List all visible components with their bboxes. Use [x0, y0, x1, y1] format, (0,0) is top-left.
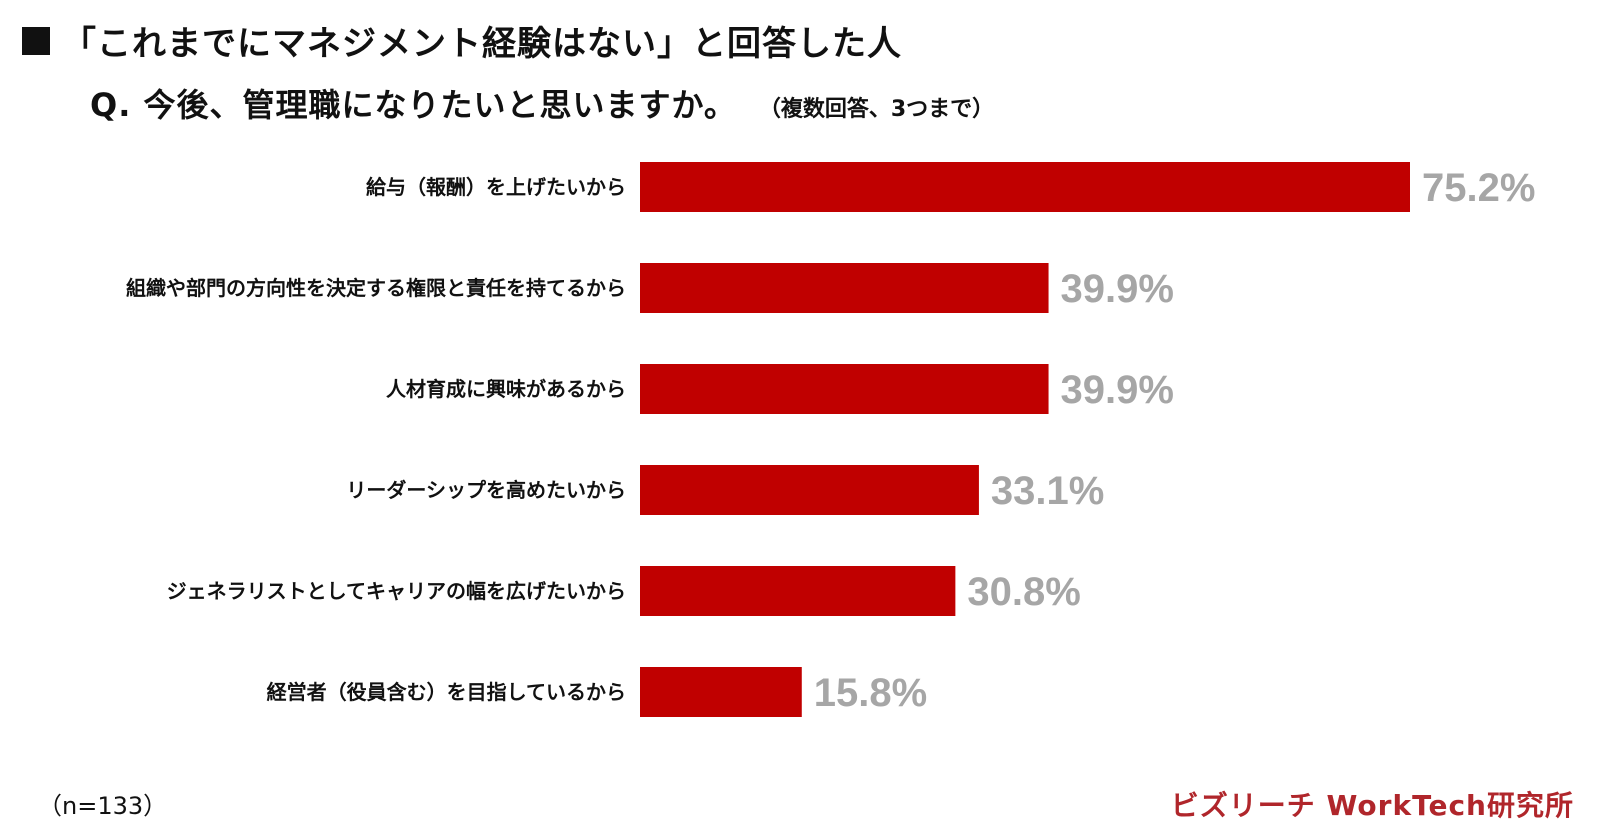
- value-label: 75.2%: [1422, 166, 1535, 210]
- question-note: （複数回答、3つまで）: [758, 97, 995, 122]
- value-label: 15.8%: [814, 671, 927, 715]
- bar: [640, 465, 979, 515]
- chart-title-text: 「これまでにマネジメント経験はない」と回答した人: [62, 24, 902, 64]
- bar-chart: 給与（報酬）を上げたいから 75.2% 組織や部門の方向性を決定する権限と責任を持て…: [126, 162, 1535, 717]
- bar: [640, 263, 1049, 313]
- bar: [640, 667, 802, 717]
- category-label: ジェネラリストとしてキャリアの幅を広げたいから: [167, 579, 626, 603]
- brand-logo-text: ビズリーチ WorkTech研究所: [1170, 789, 1574, 822]
- sample-size: （n=133）: [38, 792, 168, 820]
- category-label: 組織や部門の方向性を決定する権限と責任を持てるから: [126, 276, 626, 300]
- value-label: 39.9%: [1061, 267, 1174, 311]
- bar: [640, 566, 956, 616]
- value-label: 39.9%: [1061, 368, 1174, 412]
- question-line: Q. 今後、管理職になりたいと思いますか。 （複数回答、3つまで）: [90, 80, 994, 126]
- chart-title: 「これまでにマネジメント経験はない」と回答した人: [22, 16, 902, 65]
- category-label: リーダーシップを高めたいから: [346, 478, 626, 502]
- category-label: 経営者（役員含む）を目指しているから: [267, 680, 626, 704]
- value-label: 33.1%: [991, 469, 1104, 513]
- bar: [640, 364, 1049, 414]
- square-bullet-icon: [22, 26, 50, 55]
- value-label: 30.8%: [967, 570, 1080, 614]
- bar: [640, 162, 1410, 212]
- question-text: Q. 今後、管理職になりたいと思いますか。: [90, 86, 737, 124]
- category-label: 人材育成に興味があるから: [386, 377, 626, 401]
- category-label: 給与（報酬）を上げたいから: [366, 175, 626, 199]
